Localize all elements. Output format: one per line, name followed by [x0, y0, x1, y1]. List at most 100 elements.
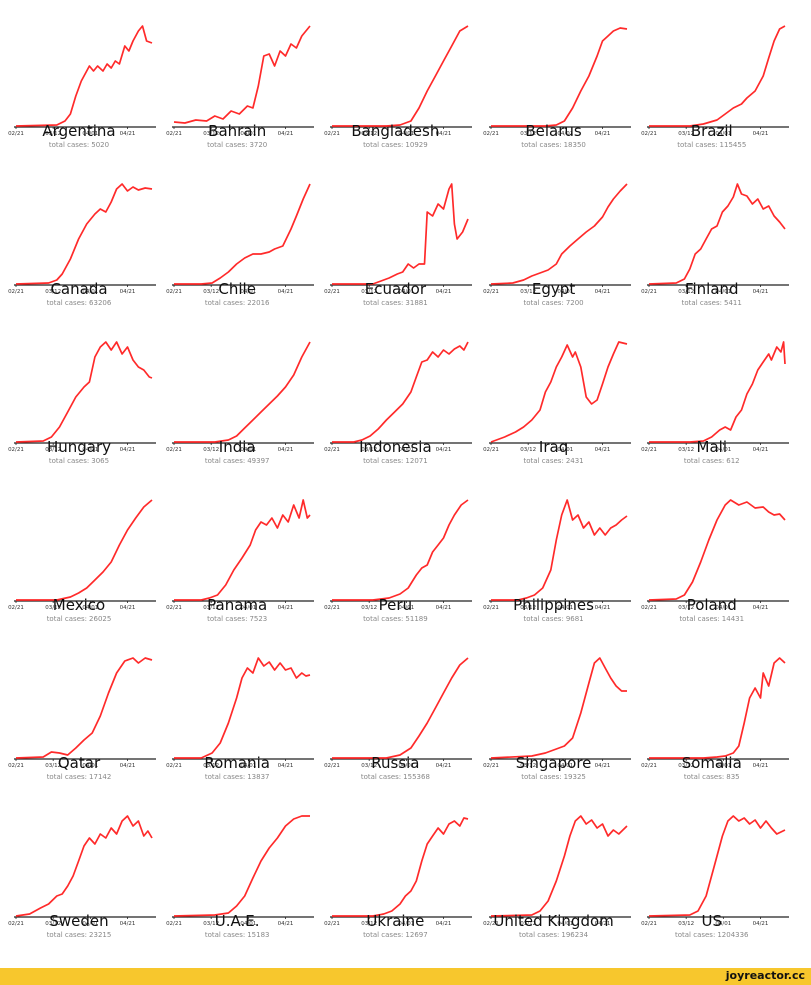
country-chart: 02/21 03/12 04/01 04/21 — [324, 25, 473, 137]
total-cases-value: 14431 — [721, 615, 745, 623]
total-cases-label: total cases: — [46, 615, 88, 623]
series-line — [490, 815, 628, 917]
series-line — [16, 499, 153, 601]
x-tick-label: 02/21 — [166, 605, 182, 611]
country-name: U.A.E. — [214, 912, 260, 930]
country-chart: 02/21 03/12 04/01 04/21 — [8, 341, 156, 453]
series-line — [332, 817, 469, 917]
series-line — [332, 499, 469, 601]
series-line — [648, 815, 786, 917]
footer-bar: joyreactor.cc — [0, 968, 811, 985]
x-tick-label: 04/01 — [82, 763, 98, 769]
x-tick-label: 04/01 — [241, 447, 257, 453]
total-cases-value: 31881 — [405, 299, 428, 307]
x-tick-label: 03/12 — [678, 605, 694, 611]
x-tick-label: 02/21 — [166, 921, 182, 927]
x-tick-label: 02/21 — [324, 605, 340, 611]
total-cases-value: 49397 — [247, 457, 270, 465]
series-line — [490, 657, 627, 759]
x-tick-label: 04/01 — [715, 131, 731, 137]
country-name: Ecuador — [364, 280, 427, 298]
series-line — [15, 25, 153, 127]
x-tick-label: 04/01 — [557, 447, 573, 453]
x-tick-label: 04/01 — [82, 447, 98, 453]
series-line — [174, 815, 311, 917]
country-name: Russia — [371, 754, 420, 772]
x-tick-label: 04/01 — [715, 763, 731, 769]
x-tick-label: 02/21 — [483, 921, 499, 927]
x-tick-label: 04/01 — [241, 289, 257, 295]
country-name: Egypt — [531, 280, 576, 298]
series-line — [332, 25, 469, 127]
country-panel: 02/21 03/12 04/01 04/21 Belarus total cases: 1… — [475, 0, 633, 158]
country-name: Canada — [50, 280, 108, 298]
x-tick-label: 02/21 — [8, 289, 24, 295]
country-chart: 02/21 03/12 04/01 04/21 — [8, 25, 156, 137]
x-tick-label: 03/12 — [520, 447, 536, 453]
total-cases-value: 5411 — [724, 299, 742, 307]
total-cases-label: total cases: — [363, 141, 404, 149]
x-tick-label: 04/01 — [557, 605, 573, 611]
country-name: Peru — [378, 596, 413, 614]
country-chart: 02/21 03/12 04/01 04/21 — [324, 817, 473, 927]
country-name: Mali — [696, 438, 727, 456]
total-cases-label: total cases: — [363, 615, 404, 623]
x-tick-label: 04/21 — [278, 605, 294, 611]
x-tick-label: 03/12 — [45, 447, 61, 453]
footer-brand[interactable]: joyreactor.cc — [725, 969, 805, 982]
country-chart: 02/21 03/12 04/01 04/21 — [324, 183, 473, 295]
x-tick-label: 04/21 — [120, 605, 136, 611]
total-cases-label: total cases: — [683, 773, 725, 781]
series-line — [174, 341, 311, 443]
country-chart: 02/21 03/12 04/01 04/21 — [166, 341, 315, 453]
x-tick-label: 04/01 — [715, 447, 731, 453]
country-chart: 02/21 03/12 04/01 04/21 — [641, 815, 789, 927]
country-name: Mexico — [52, 596, 106, 614]
x-tick-label: 04/01 — [715, 921, 731, 927]
total-cases-value: 26025 — [89, 615, 112, 623]
total-cases: total cases: 63206 — [0, 299, 158, 308]
total-cases: total cases: 5020 — [0, 141, 158, 150]
x-tick-label: 04/01 — [241, 763, 257, 769]
total-cases: total cases: 13837 — [158, 773, 316, 782]
country-panel: 02/21 03/12 04/01 04/21 Argentina total cases… — [0, 0, 158, 158]
x-tick-label: 03/12 — [45, 921, 61, 927]
total-cases-value: 196234 — [561, 931, 589, 939]
country-panel: 02/21 03/12 04/01 04/21 Singapore total cases… — [475, 632, 633, 790]
x-tick-label: 04/21 — [594, 605, 610, 611]
x-tick-label: 03/12 — [203, 289, 219, 295]
total-cases: total cases: 31881 — [316, 299, 474, 308]
total-cases: total cases: 14431 — [633, 615, 791, 624]
total-cases-value: 115455 — [719, 141, 747, 149]
country-name: Argentina — [42, 122, 116, 140]
total-cases: total cases: 19325 — [475, 773, 633, 782]
x-tick-label: 03/12 — [203, 131, 219, 137]
x-tick-label: 04/01 — [82, 289, 98, 295]
x-tick-label: 03/12 — [203, 921, 219, 927]
country-panel: 02/21 03/12 04/01 04/21 Brazil total cases: 11… — [633, 0, 791, 158]
country-chart: 02/21 03/12 04/01 04/21 — [166, 657, 315, 769]
x-tick-label: 04/01 — [399, 763, 415, 769]
x-tick-label: 03/12 — [362, 605, 378, 611]
x-tick-label: 02/21 — [8, 605, 24, 611]
total-cases-value: 1204336 — [717, 931, 749, 939]
x-tick-label: 03/12 — [362, 289, 378, 295]
country-chart: 02/21 03/12 04/01 04/21 — [483, 499, 631, 611]
country-panel: 02/21 03/12 04/01 04/21 Poland total cases: 14… — [633, 474, 791, 632]
country-name: Somalia — [681, 754, 742, 772]
total-cases-value: 19325 — [563, 773, 586, 781]
x-tick-label: 04/21 — [120, 447, 136, 453]
x-tick-label: 02/21 — [324, 131, 340, 137]
total-cases-label: total cases: — [519, 931, 560, 939]
x-tick-label: 04/21 — [120, 289, 136, 295]
x-tick-label: 03/12 — [520, 605, 536, 611]
x-tick-label: 03/12 — [203, 605, 219, 611]
x-tick-label: 02/21 — [483, 763, 499, 769]
x-tick-label: 02/21 — [641, 131, 657, 137]
total-cases: total cases: 26025 — [0, 615, 158, 624]
country-panel: 02/21 03/12 04/01 04/21 Iraq total cases: 2431 — [475, 316, 633, 474]
country-name: India — [218, 438, 256, 456]
total-cases-value: 18350 — [563, 141, 586, 149]
x-tick-label: 04/01 — [82, 921, 98, 927]
x-tick-label: 04/21 — [594, 447, 610, 453]
